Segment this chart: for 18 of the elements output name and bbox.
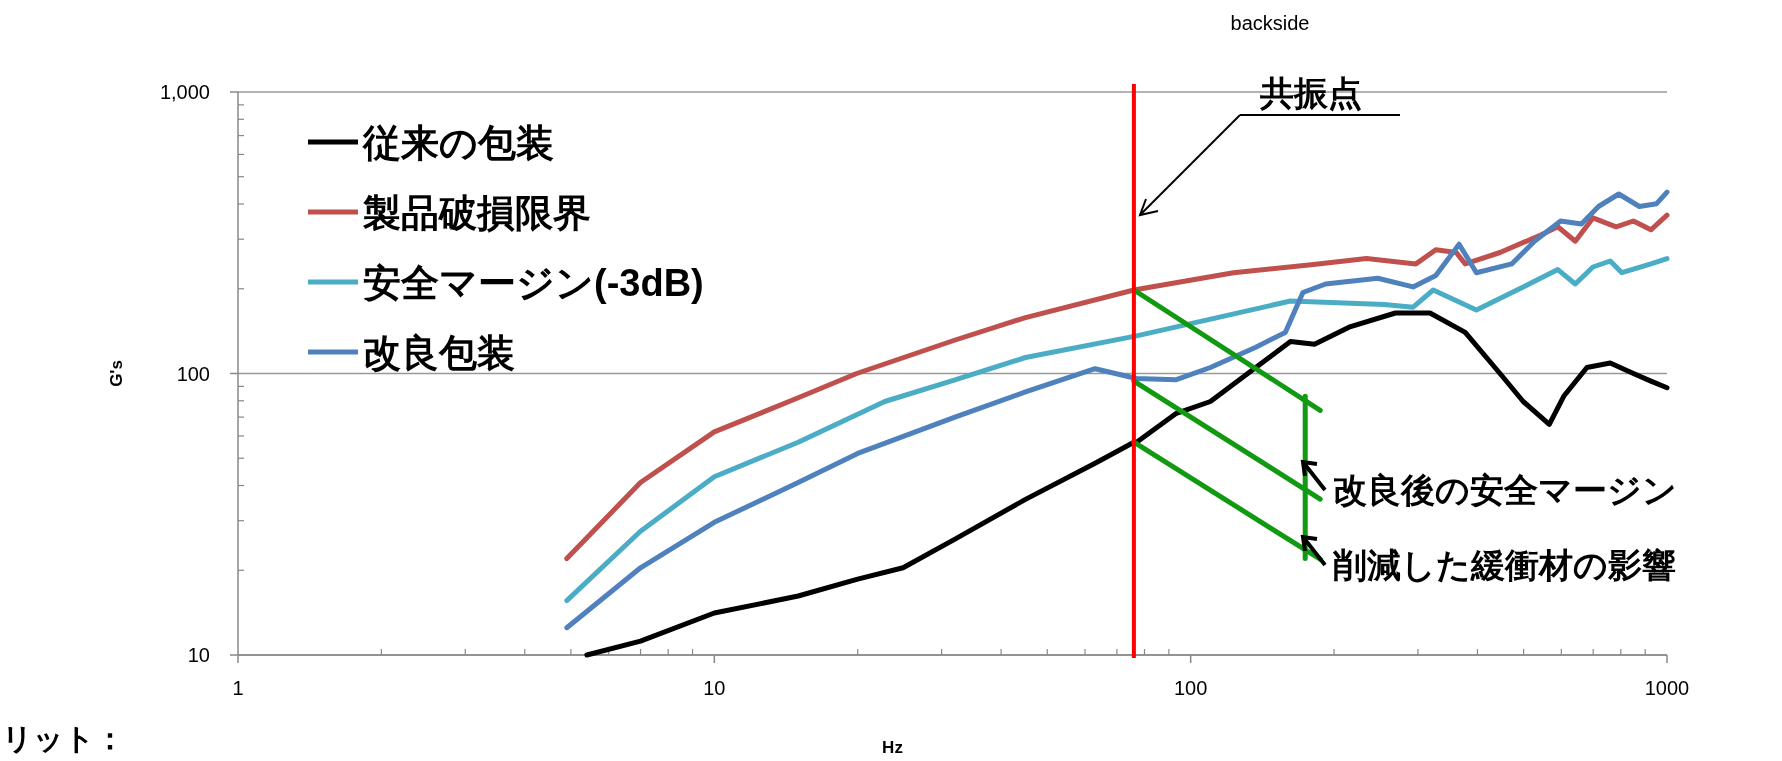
x-tick-label: 1000 xyxy=(1644,677,1690,699)
x-tick-label: 100 xyxy=(1173,677,1208,699)
annotation: 改良後の安全マージン xyxy=(1333,471,1677,509)
text: backside xyxy=(1230,12,1310,34)
y-tick-label: 1,000 xyxy=(159,81,210,103)
legend-label: 安全マージン(-3dB) xyxy=(363,262,704,304)
y-axis-title: G's xyxy=(107,360,126,387)
legend-label: 改良包装 xyxy=(363,332,515,374)
legend-label: 従来の包装 xyxy=(362,122,554,164)
text: リット： xyxy=(2,722,125,755)
x-axis-title: Hz xyxy=(882,738,903,757)
annotation: 削減した緩衝材の影響 xyxy=(1332,546,1676,584)
legend-label: 製品破損限界 xyxy=(362,192,591,234)
x-tick-label: 1 xyxy=(232,677,244,699)
y-tick-label: 100 xyxy=(176,362,210,385)
annotation: 共振点 xyxy=(1259,74,1362,112)
y-tick-label: 10 xyxy=(187,644,210,666)
x-tick-label: 10 xyxy=(703,677,726,699)
